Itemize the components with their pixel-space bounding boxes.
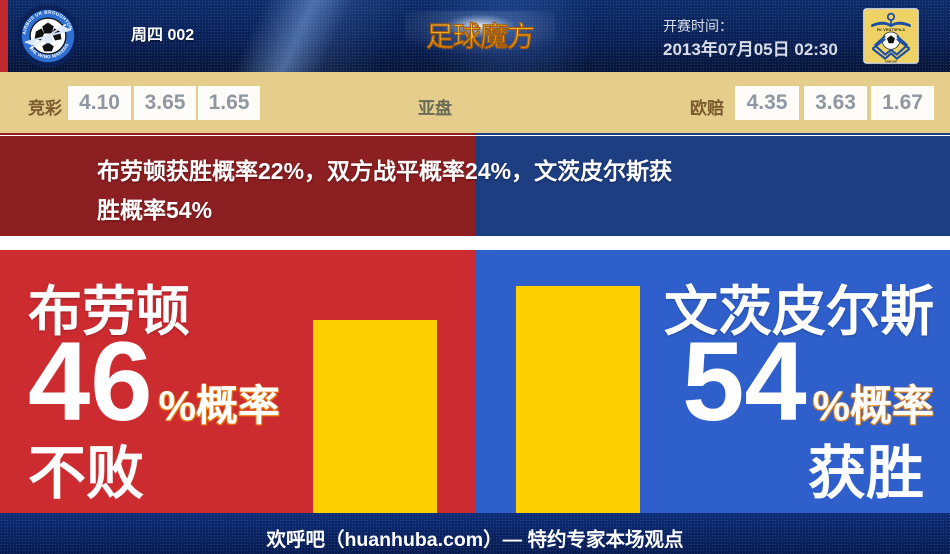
svg-text:ASND 1997: ASND 1997	[885, 61, 898, 64]
svg-text:FK VENTSPILS: FK VENTSPILS	[877, 28, 906, 32]
svg-text:足球魔方: 足球魔方	[426, 20, 534, 52]
